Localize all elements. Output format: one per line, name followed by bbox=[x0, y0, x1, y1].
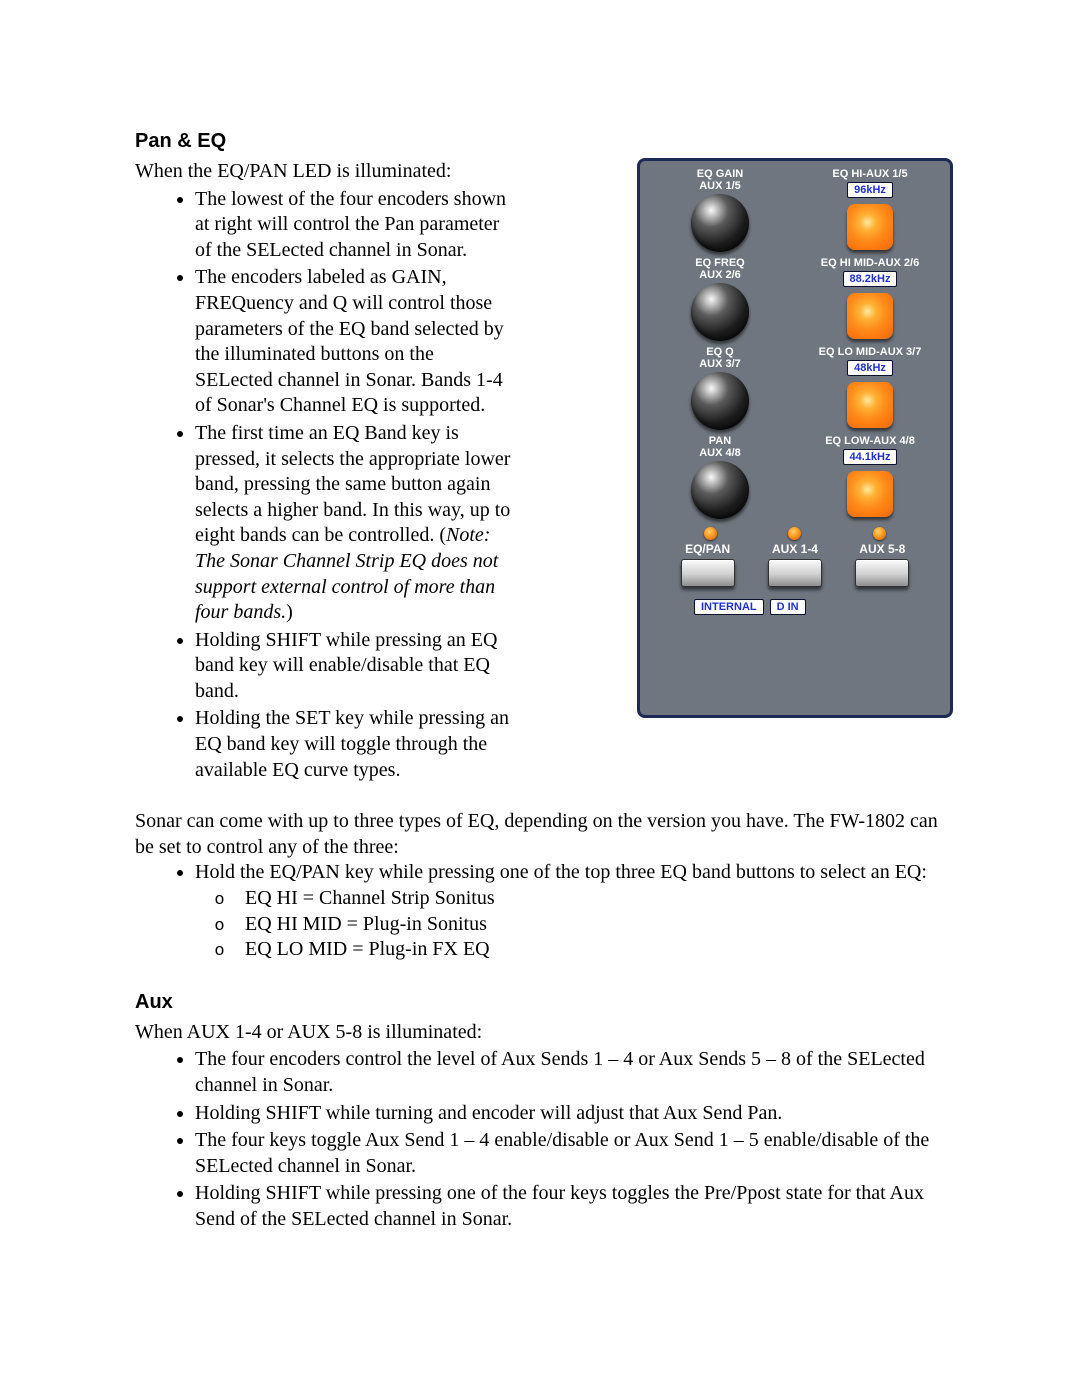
encoder-label: EQ GAIN bbox=[697, 169, 743, 181]
key-label: AUX 5-8 bbox=[859, 542, 905, 556]
key-icon bbox=[681, 559, 735, 587]
button-label: EQ LO MID-AUX 3/7 bbox=[819, 347, 922, 359]
panel-row-4: PAN AUX 4/8 EQ LOW-AUX 4/8 44.1kHz bbox=[650, 436, 940, 519]
knob-icon bbox=[691, 461, 749, 519]
section-title-aux: Aux bbox=[135, 991, 950, 1014]
list-item: EQ LO MID = Plug-in FX EQ bbox=[245, 937, 950, 963]
knob-icon bbox=[691, 372, 749, 430]
button-eq-hi-mid: EQ HI MID-AUX 2/6 88.2kHz bbox=[800, 258, 940, 339]
key-aux14: AUX 1-4 bbox=[752, 542, 838, 587]
key-label: EQ/PAN bbox=[685, 542, 730, 556]
led-row bbox=[650, 525, 940, 540]
list-item: The four keys toggle Aux Send 1 – 4 enab… bbox=[195, 1128, 950, 1179]
list-item: The lowest of the four encoders shown at… bbox=[195, 187, 515, 264]
key-row: EQ/PAN AUX 1-4 AUX 5-8 bbox=[650, 540, 940, 587]
key-eqpan: EQ/PAN bbox=[665, 542, 751, 587]
din-badge: D IN bbox=[770, 599, 806, 615]
panel-row-1: EQ GAIN AUX 1/5 EQ HI-AUX 1/5 96kHz bbox=[650, 169, 940, 252]
section1-textcol: When the EQ/PAN LED is illuminated: The … bbox=[135, 159, 515, 783]
encoder-label: EQ Q bbox=[699, 347, 741, 359]
list-item-text: Hold the EQ/PAN key while pressing one o… bbox=[195, 861, 927, 883]
lit-button-icon bbox=[847, 471, 893, 517]
list-item: Hold the EQ/PAN key while pressing one o… bbox=[195, 860, 950, 962]
section1-bullets: The lowest of the four encoders shown at… bbox=[135, 187, 515, 784]
section2-bullets: The four encoders control the level of A… bbox=[135, 1047, 950, 1232]
button-label: EQ HI MID-AUX 2/6 bbox=[821, 258, 919, 270]
section1-after-bullets: Hold the EQ/PAN key while pressing one o… bbox=[135, 860, 950, 962]
section1-after: Sonar can come with up to three types of… bbox=[135, 809, 950, 860]
list-item: EQ HI MID = Plug-in Sonitus bbox=[245, 912, 950, 938]
key-icon bbox=[855, 559, 909, 587]
encoder-eq-gain: EQ GAIN AUX 1/5 bbox=[650, 169, 790, 252]
list-item: The encoders labeled as GAIN, FREQuency … bbox=[195, 265, 515, 419]
section1-sublist: EQ HI = Channel Strip Sonitus EQ HI MID … bbox=[195, 886, 950, 963]
encoder-sublabel: AUX 1/5 bbox=[697, 181, 743, 193]
eq-panel: EQ GAIN AUX 1/5 EQ HI-AUX 1/5 96kHz bbox=[637, 158, 953, 718]
encoder-eq-freq: EQ FREQ AUX 2/6 bbox=[650, 258, 790, 341]
key-aux58: AUX 5-8 bbox=[839, 542, 925, 587]
panel-row-3: EQ Q AUX 3/7 EQ LO MID-AUX 3/7 48kHz bbox=[650, 347, 940, 430]
internal-badge: INTERNAL bbox=[694, 599, 764, 615]
encoder-eq-q: EQ Q AUX 3/7 bbox=[650, 347, 790, 430]
list-item: Holding SHIFT while pressing an EQ band … bbox=[195, 628, 515, 705]
lit-button-icon bbox=[847, 204, 893, 250]
button-eq-lo-mid: EQ LO MID-AUX 3/7 48kHz bbox=[800, 347, 940, 428]
encoder-sublabel: AUX 2/6 bbox=[695, 270, 745, 282]
section2-intro: When AUX 1-4 or AUX 5-8 is illuminated: bbox=[135, 1020, 950, 1046]
encoder-sublabel: AUX 3/7 bbox=[699, 359, 741, 371]
list-item: The first time an EQ Band key is pressed… bbox=[195, 421, 515, 626]
list-item: EQ HI = Channel Strip Sonitus bbox=[245, 886, 950, 912]
list-item: Holding SHIFT while turning and encoder … bbox=[195, 1101, 950, 1127]
led-icon bbox=[873, 527, 886, 540]
list-item: Holding the SET key while pressing an EQ… bbox=[195, 706, 515, 783]
lit-button-icon bbox=[847, 293, 893, 339]
eq-panel-figure: EQ GAIN AUX 1/5 EQ HI-AUX 1/5 96kHz bbox=[637, 158, 953, 718]
button-eq-hi: EQ HI-AUX 1/5 96kHz bbox=[800, 169, 940, 250]
rate-badge: 44.1kHz bbox=[843, 449, 898, 465]
button-label: EQ LOW-AUX 4/8 bbox=[825, 436, 915, 448]
rate-badge: 96kHz bbox=[847, 182, 893, 198]
knob-icon bbox=[691, 283, 749, 341]
knob-icon bbox=[691, 194, 749, 252]
panel-row-2: EQ FREQ AUX 2/6 EQ HI MID-AUX 2/6 88.2kH… bbox=[650, 258, 940, 341]
encoder-label: EQ FREQ bbox=[695, 258, 745, 270]
lit-button-icon bbox=[847, 382, 893, 428]
section-title-pan-eq: Pan & EQ bbox=[135, 130, 950, 153]
list-item: Holding SHIFT while pressing one of the … bbox=[195, 1181, 950, 1232]
button-label: EQ HI-AUX 1/5 bbox=[832, 169, 907, 181]
button-eq-low: EQ LOW-AUX 4/8 44.1kHz bbox=[800, 436, 940, 517]
led-icon bbox=[788, 527, 801, 540]
encoder-sublabel: AUX 4/8 bbox=[699, 448, 741, 460]
section1-intro: When the EQ/PAN LED is illuminated: bbox=[135, 159, 515, 185]
rate-badge: 48kHz bbox=[847, 360, 893, 376]
key-label: AUX 1-4 bbox=[772, 542, 818, 556]
key-icon bbox=[768, 559, 822, 587]
page: EQ GAIN AUX 1/5 EQ HI-AUX 1/5 96kHz bbox=[0, 0, 1080, 1397]
panel-rows: EQ GAIN AUX 1/5 EQ HI-AUX 1/5 96kHz bbox=[650, 169, 940, 525]
rate-badge: 88.2kHz bbox=[843, 271, 898, 287]
led-icon bbox=[704, 527, 717, 540]
encoder-pan: PAN AUX 4/8 bbox=[650, 436, 790, 519]
internal-row: INTERNAL D IN bbox=[650, 599, 940, 615]
list-item: The four encoders control the level of A… bbox=[195, 1047, 950, 1098]
